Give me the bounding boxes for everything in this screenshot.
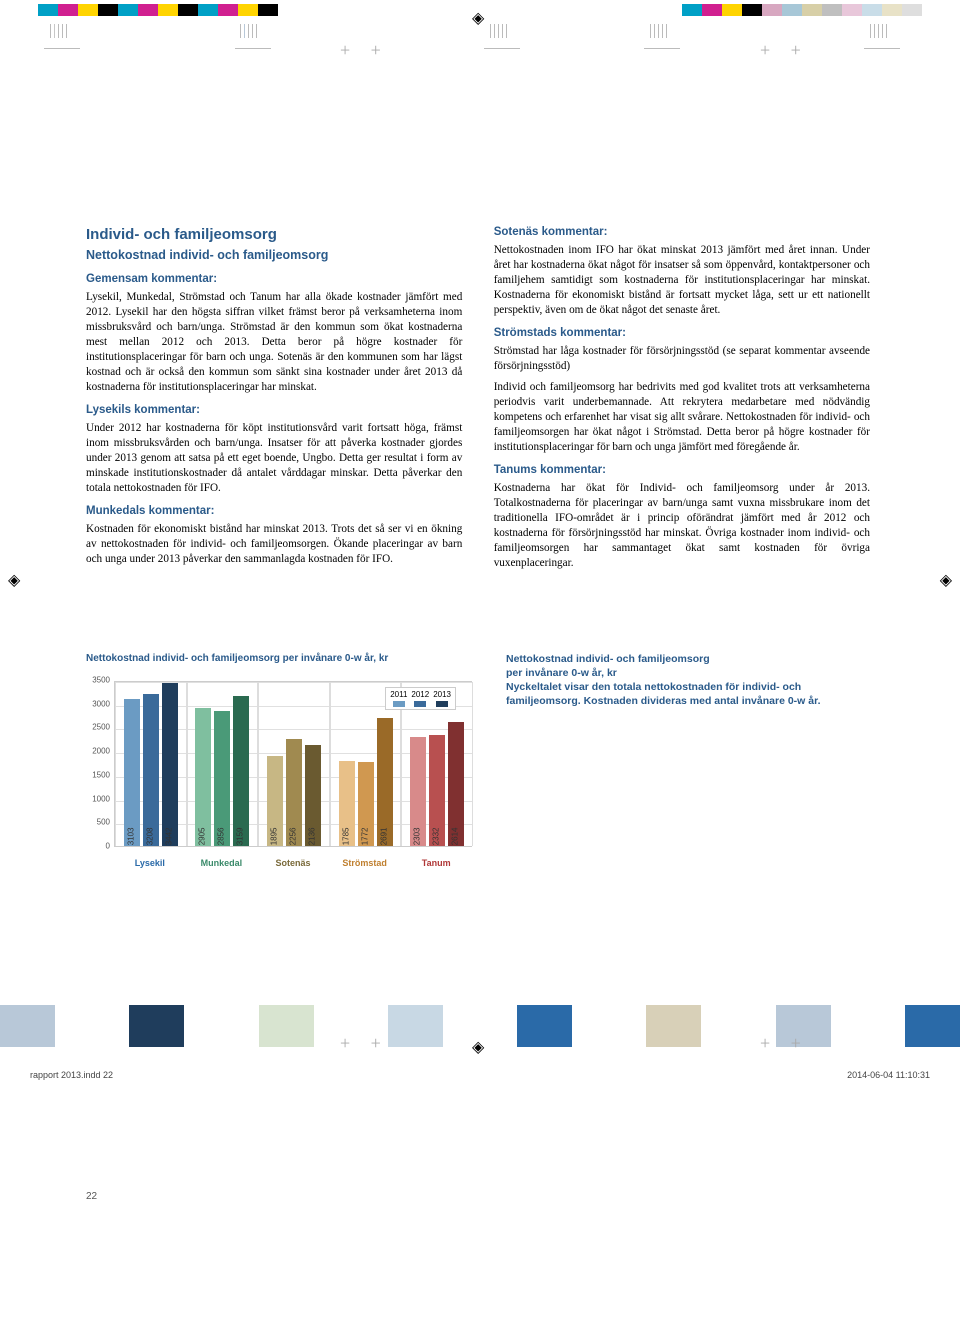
chart-container: Nettokostnad individ- och familjeomsorg … [86,652,476,870]
chart-legend: 201120122013 [385,687,456,710]
heading-main: Individ- och familjeomsorg [86,225,462,245]
cross-marks: + + [340,1031,389,1055]
registration-mark-right: ◈ [940,570,952,592]
left-column: Individ- och familjeomsorg Nettokostnad … [86,225,462,572]
heading-sotenas: Sotenäs kommentar: [494,225,870,241]
chart-section: Nettokostnad individ- och familjeomsorg … [0,612,960,880]
registration-mark-top: ◈ [472,8,484,30]
heading-sub: Nettokostnad individ- och familjeomsorg [86,247,462,264]
page-number: 22 [86,1190,97,1204]
chart-desc-line-1: Nettokostnad individ- och familjeomsorg [506,652,870,666]
text-sotenas: Nettokostnaden inom IFO har ökat minskat… [494,243,870,319]
page-content: Individ- och familjeomsorg Nettokostnad … [0,85,960,612]
chart-description: Nettokostnad individ- och familjeomsorg … [506,652,870,709]
cross-marks: + + [760,38,809,62]
crop-lines [650,24,667,38]
bar-chart: 3103320834422905285631591895225621361785… [86,669,476,869]
text-munkedal: Kostnaden för ekonomiskt bistånd har min… [86,522,462,567]
text-gemensam: Lysekil, Munkedal, Strömstad och Tanum h… [86,290,462,396]
cmyk-strip-left [38,4,278,16]
text-lysekil: Under 2012 har kostnaderna för köpt inst… [86,421,462,497]
registration-mark-left: ◈ [8,570,20,592]
text-stromstad-2: Individ och familjeomsorg har bedrivits … [494,380,870,456]
heading-munkedal: Munkedals kommentar: [86,504,462,520]
crop-lines [50,24,67,38]
print-marks-bottom: ◈ + + + + rapport 2013.indd 22 2014-06-0… [0,1019,960,1099]
heading-lysekil: Lysekils kommentar: [86,403,462,419]
chart-desc-body: Nyckeltalet visar den totala nettokostna… [506,680,870,708]
text-tanum: Kostnaderna har ökat för Individ- och fa… [494,481,870,572]
heading-gemensam: Gemensam kommentar: [86,272,462,288]
cmyk-strip-right [682,4,922,16]
cross-marks: + + [760,1031,809,1055]
registration-mark-bottom: ◈ [472,1037,484,1059]
heading-tanum: Tanums kommentar: [494,463,870,479]
footer-file: rapport 2013.indd 22 [30,1069,113,1081]
crop-lines [240,24,257,38]
right-column: Sotenäs kommentar: Nettokostnaden inom I… [494,225,870,572]
chart-title: Nettokostnad individ- och familjeomsorg … [86,652,476,666]
text-stromstad-1: Strömstad har låga kostnader för försörj… [494,344,870,374]
heading-stromstad: Strömstads kommentar: [494,326,870,342]
chart-desc-line-2: per invånare 0-w år, kr [506,666,870,680]
crop-lines [490,24,507,38]
print-marks-top: ◈ + + + + [0,0,960,85]
crop-lines [870,24,887,38]
footer-timestamp: 2014-06-04 11:10:31 [847,1069,930,1081]
footer-line: rapport 2013.indd 22 2014-06-04 11:10:31 [30,1069,930,1081]
cross-marks: + + [340,38,389,62]
